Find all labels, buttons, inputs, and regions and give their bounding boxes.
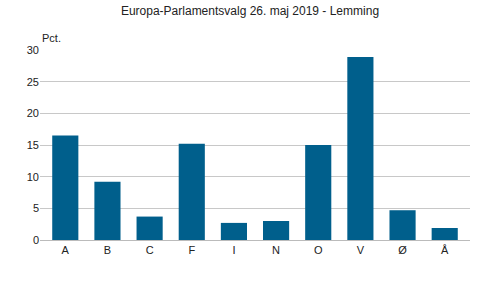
svg-text:B: B — [104, 244, 111, 256]
svg-text:N: N — [272, 244, 280, 256]
svg-text:30: 30 — [27, 44, 39, 56]
svg-text:F: F — [188, 244, 195, 256]
svg-text:15: 15 — [27, 139, 39, 151]
svg-text:Europa-Parlamentsvalg 26. maj: Europa-Parlamentsvalg 26. maj 2019 - Lem… — [121, 4, 379, 18]
svg-text:A: A — [62, 244, 70, 256]
svg-text:5: 5 — [33, 202, 39, 214]
svg-text:Ø: Ø — [398, 244, 407, 256]
svg-text:I: I — [232, 244, 235, 256]
svg-text:Å: Å — [441, 244, 449, 256]
svg-text:20: 20 — [27, 107, 39, 119]
svg-text:© Danmarks Statistik: © Danmarks Statistik — [8, 280, 111, 282]
svg-text:0: 0 — [33, 234, 39, 246]
svg-text:V: V — [357, 244, 365, 256]
svg-text:10: 10 — [27, 171, 39, 183]
svg-text:Pct.: Pct. — [42, 32, 61, 44]
svg-text:C: C — [146, 244, 154, 256]
svg-text:25: 25 — [27, 76, 39, 88]
svg-text:O: O — [314, 244, 323, 256]
